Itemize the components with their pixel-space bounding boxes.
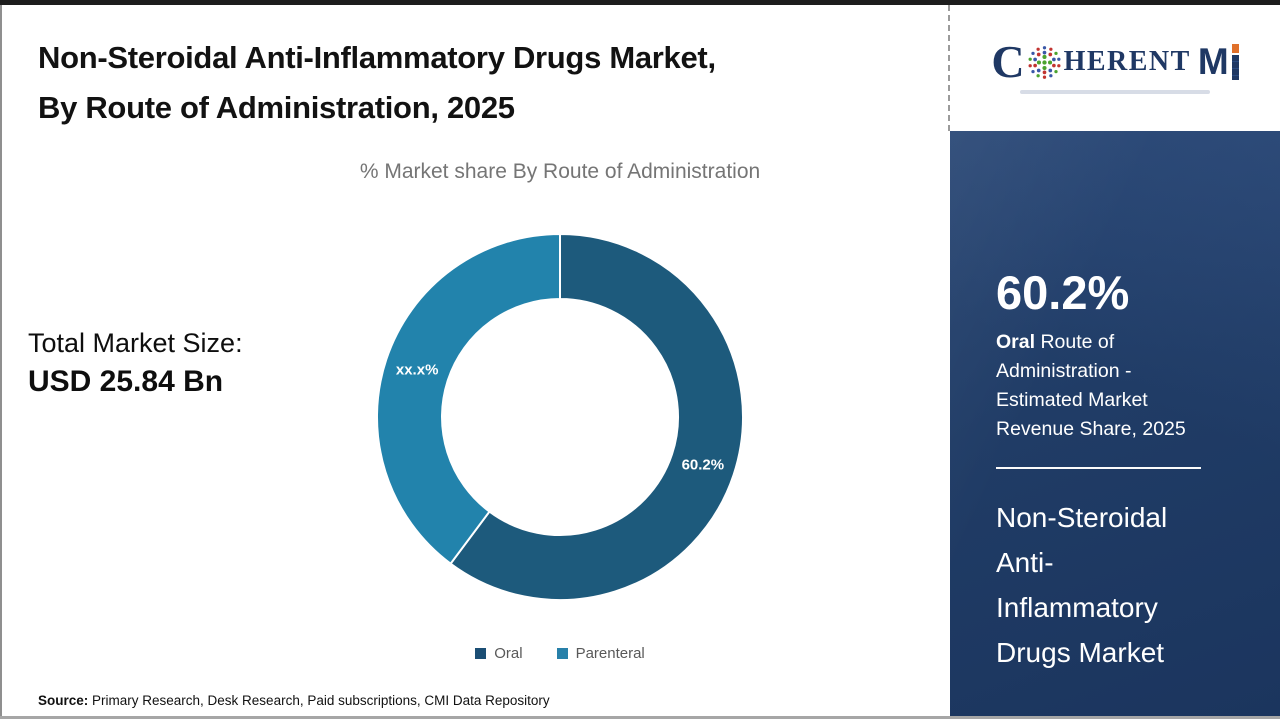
brand-logo: C HERENT M (991, 36, 1239, 87)
page-title-line1: Non-Steroidal Anti-Inflammatory Drugs Ma… (38, 40, 716, 75)
sidebar-stat-value: 60.2% (996, 266, 1130, 319)
logo-letter-i-body (1231, 55, 1239, 80)
donut-slice-parenteral (376, 232, 561, 566)
sidebar-divider (996, 467, 1201, 469)
logo-box: C HERENT M (948, 5, 1280, 131)
donut-slice-oral (449, 232, 744, 601)
left-border-line (0, 5, 2, 717)
total-market-size-value: USD 25.84 Bn (28, 365, 224, 398)
top-border-bar (0, 0, 1280, 5)
legend-label: Parenteral (575, 645, 645, 662)
donut-chart-container: 60.2% xx.x% (350, 207, 770, 627)
sidebar-market-name: Non-Steroidal Anti-Inflammatory Drugs Ma… (996, 502, 1168, 668)
legend-label: Oral (494, 645, 523, 662)
logo-letter-i-orange-cap (1231, 44, 1239, 53)
legend-swatch-icon (556, 648, 568, 659)
logo-tagline-blur (1020, 90, 1210, 94)
sidebar-stat-text: Route of Administration - Estimated Mark… (996, 331, 1186, 440)
page-title: Non-Steroidal Anti-Inflammatory Drugs Ma… (38, 33, 938, 133)
right-sidebar: 60.2% Oral Route of Administration - Est… (950, 131, 1280, 716)
legend-swatch-icon (475, 648, 487, 659)
legend: Oral Parenteral (160, 645, 960, 662)
logo-globe-icon (1028, 45, 1061, 79)
logo-letter-c: C (991, 36, 1025, 87)
sidebar-stat-description: Oral Route of Administration - Estimated… (996, 328, 1214, 444)
slice-label-oral: 60.2% (682, 456, 725, 473)
sidebar-stat-segment: Oral (996, 331, 1036, 353)
logo-letters-herent: HERENT (1063, 46, 1191, 77)
bottom-border-line (0, 716, 1280, 719)
sidebar-content: 60.2% Oral Route of Administration - Est… (950, 131, 1280, 675)
total-market-size-label: Total Market Size: (28, 328, 243, 358)
chart-subtitle: % Market share By Route of Administratio… (359, 160, 761, 183)
source-label: Source: (38, 693, 89, 708)
source-note: Source: Primary Research, Desk Research,… (38, 693, 550, 708)
legend-item-parenteral: Parenteral (556, 645, 645, 662)
logo-letter-m: M (1197, 41, 1229, 82)
logo-letter-i (1231, 44, 1239, 80)
source-text: Primary Research, Desk Research, Paid su… (88, 693, 550, 708)
legend-item-oral: Oral (475, 645, 523, 662)
total-market-size-block: Total Market Size: USD 25.84 Bn (28, 324, 243, 402)
page-title-line2: By Route of Administration, 2025 (38, 90, 515, 125)
donut-chart: 60.2% xx.x% (376, 232, 744, 601)
slice-label-parenteral: xx.x% (396, 362, 439, 379)
